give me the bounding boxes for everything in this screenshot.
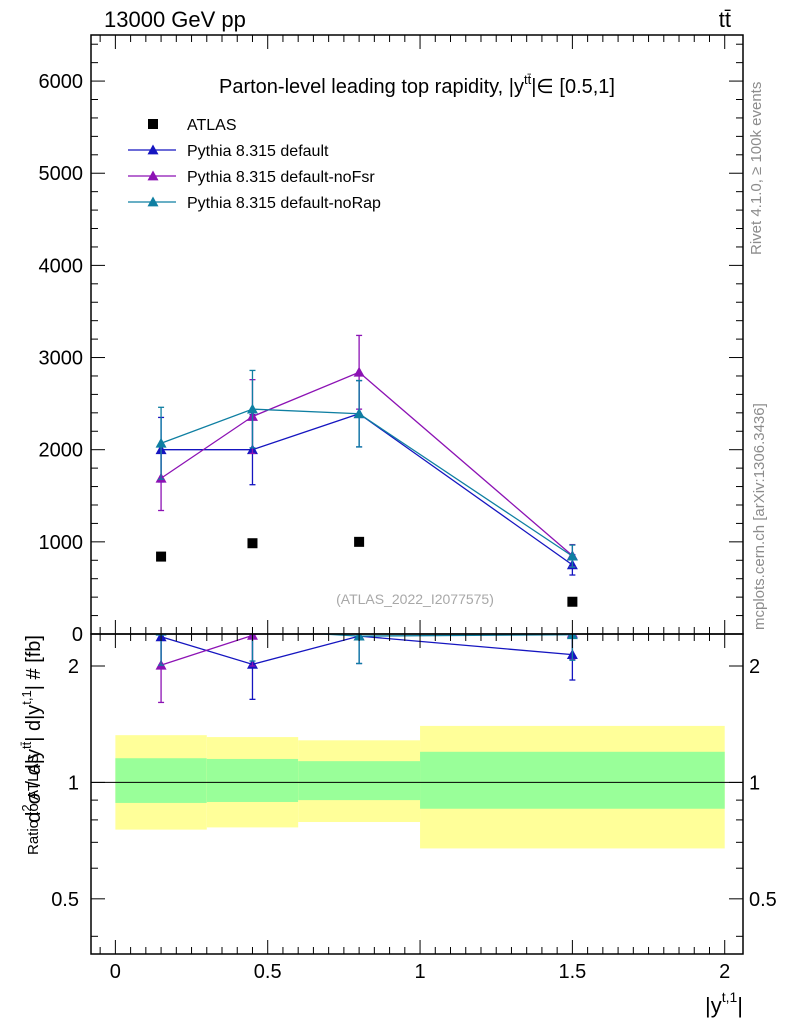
point-pythia-8-315-default-norap-1 <box>246 403 258 414</box>
main-title-text: Parton-level leading top rapidity, |y <box>219 76 524 98</box>
ylabel-sup-t1: t,1 <box>19 690 34 704</box>
main-axis-ticks: 0 1000 2000 3000 4000 5000 6000 <box>39 35 743 646</box>
ratio-ytick-label-2: 2 <box>68 656 79 678</box>
point-atlas-3 <box>567 596 578 607</box>
ratio-frame <box>90 633 744 955</box>
band-green-2 <box>298 761 421 801</box>
legend-marker-pythia-8-315-default-norap <box>147 196 159 207</box>
ratio-panel: 0.5 0.5 1 1 2 2 0 0.5 1 1.5 2 Ratio to ATLAS |yt,1… <box>25 633 777 1018</box>
ratio-ytick-label-0: 0.5 <box>51 889 79 911</box>
line-pythia-8-315-default-norap <box>160 408 573 557</box>
line-pythia-8-315-default-nofsr <box>160 371 573 557</box>
legend-label-pythia-8-315-default-nofsr: Pythia 8.315 default-noFsr <box>187 169 375 186</box>
main-ytick-label-4: 4000 <box>39 255 84 277</box>
ratio-ytick-label-right-1: 1 <box>749 772 760 794</box>
main-ytick-label-1: 1000 <box>39 532 84 554</box>
main-ytick-label-0: 0 <box>72 624 83 646</box>
main-title-suffix: |∈ [0.5,1] <box>531 76 615 98</box>
ratio-line-pythia-8-315-default <box>160 635 573 666</box>
ratio-xlabel: |yt,1| <box>705 989 743 1018</box>
band-green-0 <box>115 758 207 803</box>
ratio-xtick-label-2: 1 <box>414 961 425 983</box>
rivet-label: Rivet 4.1.0, ≥ 100k events <box>748 82 765 255</box>
main-panel: 0 1000 2000 3000 4000 5000 6000 Parton-level l… <box>19 34 744 823</box>
xlabel-base: |y <box>705 993 722 1018</box>
process-label: tt̄ <box>719 7 731 32</box>
main-ytick-label-6: 6000 <box>39 71 84 93</box>
main-series-lines <box>155 334 578 607</box>
ratio-line-pythia-8-315-default-norap <box>311 634 573 637</box>
ylabel-d: d <box>23 812 45 823</box>
main-ytick-label-2: 2000 <box>39 440 84 462</box>
ylabel-rest: σ / d|y <box>23 749 45 804</box>
point-pythia-8-315-default-norap-2 <box>353 408 365 419</box>
ratio-uncertainty-bands <box>115 725 725 849</box>
legend-label-pythia-8-315-default-norap: Pythia 8.315 default-noRap <box>187 195 381 212</box>
analysis-watermark: (ATLAS_2022_I2077575) <box>336 591 494 607</box>
ratio-ytick-label-right-2: 2 <box>749 656 760 678</box>
ratio-xtick-label-0: 0 <box>110 961 121 983</box>
ylabel-end: | # [fb] <box>23 635 45 690</box>
legend-marker-atlas <box>148 119 158 129</box>
ylabel-sup2: 2 <box>19 804 34 811</box>
legend-label-pythia-8-315-default: Pythia 8.315 default <box>187 143 329 160</box>
point-pythia-8-315-default-norap-0 <box>155 437 167 448</box>
main-ytick-label-3: 3000 <box>39 348 84 370</box>
point-pythia-8-315-default-nofsr-2 <box>353 366 365 377</box>
mcplots-label: mcplots.cern.ch [arXiv:1306.3436] <box>751 403 768 630</box>
xlabel-sup: t,1 <box>722 989 738 1005</box>
point-pythia-8-315-default-norap-3 <box>566 550 578 561</box>
energy-label: 13000 GeV pp <box>104 7 246 32</box>
main-title-sup: tt̄ <box>524 72 532 87</box>
point-atlas-2 <box>354 536 365 547</box>
main-title: Parton-level leading top rapidity, |ytt̄… <box>219 72 615 98</box>
ratio-xtick-label-1: 0.5 <box>254 961 282 983</box>
main-ylabel: d2σ / d|ytt̄| d|yt,1| # [fb] <box>19 635 45 823</box>
ratio-ytick-label-right-0: 0.5 <box>749 889 777 911</box>
ratio-ytick-label-1: 1 <box>68 772 79 794</box>
ylabel-sup-tt: tt̄ <box>19 741 34 749</box>
legend-label-atlas: ATLAS <box>187 117 237 134</box>
line-pythia-8-315-default <box>161 413 573 566</box>
legend-marker-pythia-8-315-default-nofsr <box>147 170 159 181</box>
main-ytick-label-5: 5000 <box>39 163 84 185</box>
legend: ATLAS Pythia 8.315 default Pythia 8.315 de… <box>128 117 381 212</box>
ratio-xtick-label-3: 1.5 <box>558 961 586 983</box>
band-green-3 <box>420 751 725 809</box>
ratio-axis-ticks: 0.5 0.5 1 1 2 2 0 0.5 1 1.5 2 <box>51 634 777 983</box>
point-atlas-1 <box>247 538 258 549</box>
band-green-1 <box>206 758 299 802</box>
xlabel-end: | <box>737 993 743 1018</box>
ratio-ylabel: Ratio to ATLAS <box>25 754 42 855</box>
legend-marker-pythia-8-315-default <box>147 144 159 155</box>
point-atlas-0 <box>156 551 167 562</box>
ratio-line-pythia-8-315-default-nofsr <box>160 634 261 666</box>
ratio-xtick-label-4: 2 <box>719 961 730 983</box>
ylabel-mid: | d|y <box>23 705 45 742</box>
